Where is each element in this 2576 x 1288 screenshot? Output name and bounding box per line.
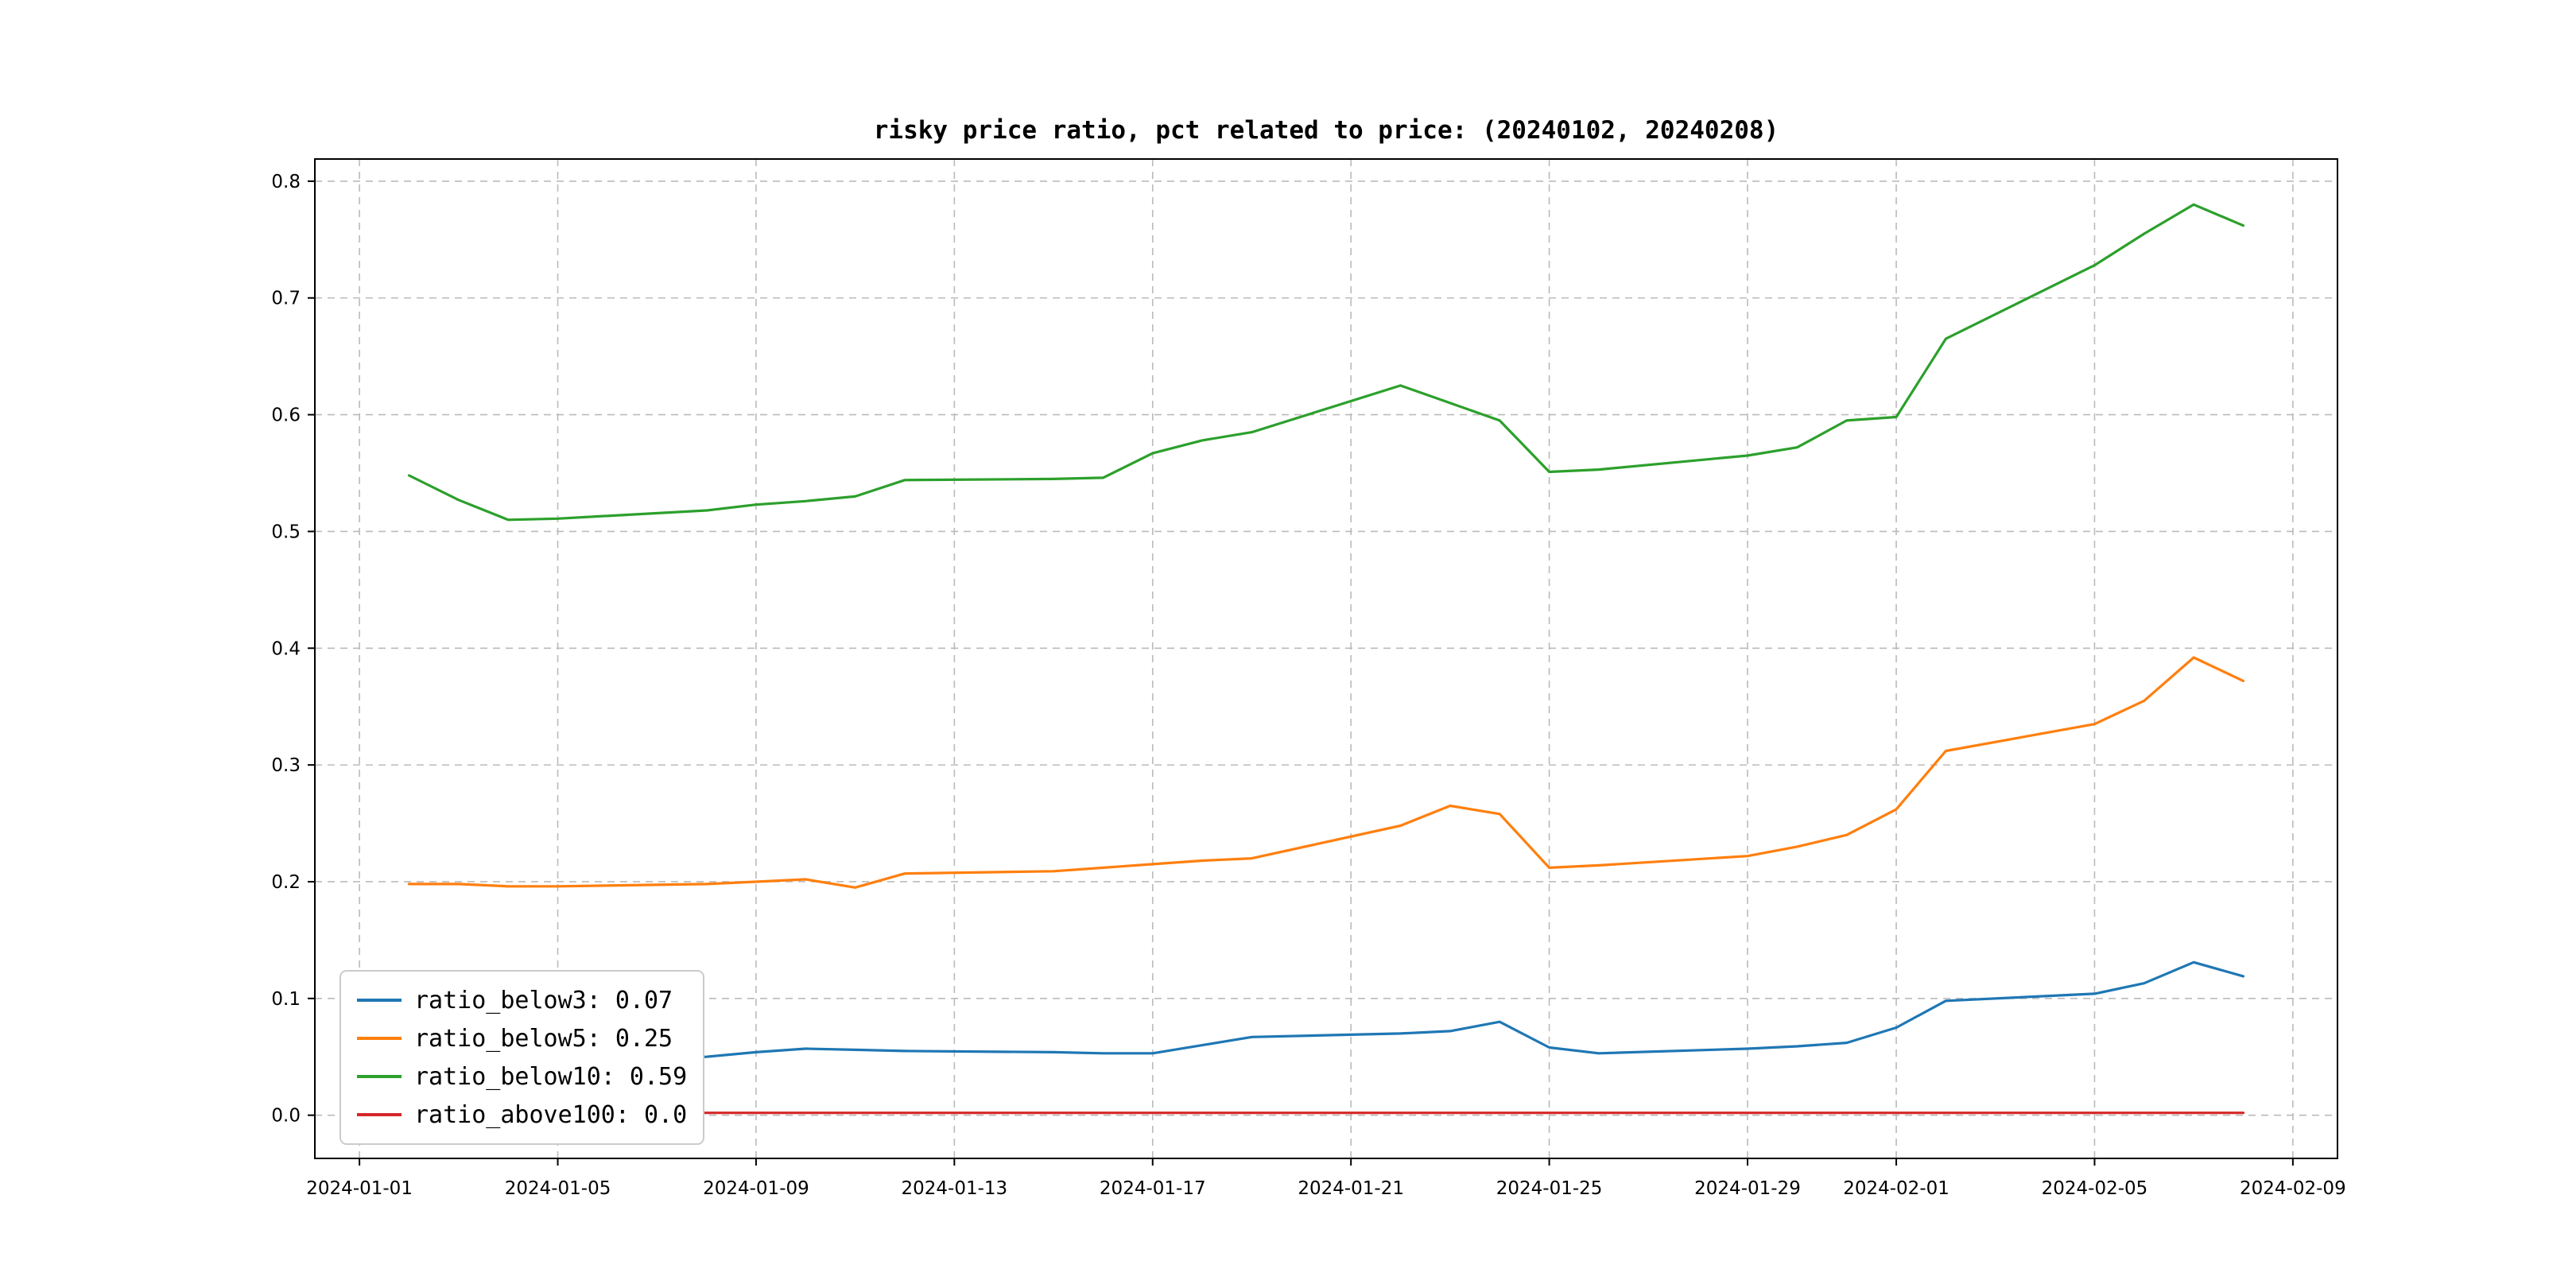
series-line-ratio_below3 — [407, 960, 2245, 1067]
y-tick-label: 0.2 — [271, 872, 301, 893]
legend-item: ratio_above100: 0.0 — [357, 1096, 687, 1134]
series-line-ratio_below5 — [407, 656, 2245, 889]
x-tick-label: 2024-01-17 — [1100, 1178, 1206, 1199]
legend-line-swatch — [357, 1037, 402, 1040]
legend-line-swatch — [357, 1075, 402, 1078]
axis-ticks: 2024-01-01 2024-01-05 2024-01-09 2024-01-13… — [271, 172, 2345, 1199]
x-tick-label: 2024-01-13 — [902, 1178, 1008, 1199]
chart-title: risky price ratio, pct related to price:… — [873, 116, 1779, 145]
y-tick-label: 0.0 — [271, 1106, 301, 1127]
y-tick-label: 0.3 — [271, 755, 301, 776]
x-tick-label: 2024-02-01 — [1843, 1178, 1949, 1199]
legend-label: ratio_below3: 0.07 — [414, 986, 673, 1014]
x-tick-label: 2024-01-29 — [1694, 1178, 1801, 1199]
x-tick-label: 2024-01-25 — [1496, 1178, 1603, 1199]
y-tick-label: 0.6 — [271, 405, 301, 426]
x-tick-label: 2024-01-01 — [306, 1178, 413, 1199]
legend-line-swatch — [357, 999, 402, 1002]
x-tick-label: 2024-01-21 — [1298, 1178, 1404, 1199]
legend-item: ratio_below10: 0.59 — [357, 1057, 687, 1096]
y-tick-label: 0.4 — [271, 638, 301, 659]
y-tick-label: 0.1 — [271, 989, 301, 1010]
legend-line-swatch — [357, 1113, 402, 1116]
x-tick-label: 2024-02-05 — [2042, 1178, 2148, 1199]
y-tick-label: 0.8 — [271, 172, 301, 192]
x-tick-label: 2024-02-09 — [2240, 1178, 2346, 1199]
x-tick-label: 2024-01-05 — [505, 1178, 611, 1199]
x-tick-label: 2024-01-09 — [703, 1178, 809, 1199]
legend-label: ratio_below5: 0.25 — [414, 1024, 673, 1053]
legend-item: ratio_below5: 0.25 — [357, 1019, 687, 1057]
y-tick-label: 0.5 — [271, 522, 301, 542]
y-tick-label: 0.7 — [271, 289, 301, 309]
legend-label: ratio_above100: 0.0 — [414, 1100, 688, 1129]
series-line-ratio_below10 — [407, 203, 2245, 522]
legend: ratio_below3: 0.07 ratio_below5: 0.25 rati… — [339, 970, 705, 1145]
legend-item: ratio_below3: 0.07 — [357, 981, 687, 1019]
plot-border — [314, 158, 2338, 1159]
legend-label: ratio_below10: 0.59 — [414, 1062, 688, 1091]
